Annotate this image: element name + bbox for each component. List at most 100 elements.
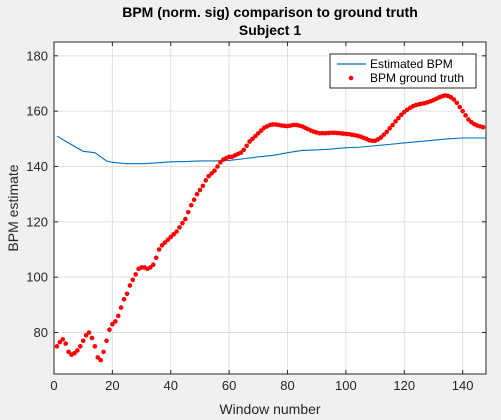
x-tick-label: 80 [280,378,294,393]
ground-truth-point [454,100,460,106]
ground-truth-point [101,349,106,355]
series-ground-truth-markers [54,93,486,363]
ground-truth-point [185,209,191,215]
ground-truth-point [162,240,168,245]
ground-truth-point [130,277,136,283]
ground-truth-point [156,247,162,252]
ground-truth-point [247,139,252,144]
legend-marker-swatch [348,75,354,81]
ground-truth-point [218,160,223,165]
y-tick-label: 160 [26,104,48,119]
ground-truth-point [250,136,255,142]
ground-truth-point [212,168,217,173]
ground-truth-point [197,187,203,193]
ground-truth-point [75,348,80,353]
ground-truth-point [191,197,197,202]
ground-truth-point [148,265,153,270]
ground-truth-point [203,178,209,183]
ground-truth-point [399,112,404,118]
ground-truth-point [89,335,95,341]
y-tick-label: 120 [26,214,48,229]
ground-truth-point [110,321,115,327]
ground-truth-point [168,234,174,240]
ground-truth-point [171,231,176,237]
y-tick-label: 140 [26,159,48,174]
x-axis-label: Window number [219,401,320,417]
ground-truth-point [80,338,86,344]
ground-truth-point [54,344,60,349]
ground-truth-point [241,147,247,153]
ground-truth-point [384,129,390,135]
ground-truth-point [57,339,63,345]
ground-truth-point [206,173,211,179]
ground-truth-point [215,164,220,169]
x-tick-label: 140 [452,378,474,393]
ground-truth-point [390,122,395,128]
legend-entry: BPM ground truth [370,71,464,85]
x-tick-label: 0 [50,378,57,393]
series-estimated-bpm-line [56,135,486,165]
ground-truth-point [165,237,171,243]
ground-truth-point [92,344,98,349]
ground-truth-point [153,255,159,261]
axis-ticks: 0 20 40 60 80 100 120 140 80 100 120 140 160 180 [26,42,486,393]
ground-truth-point [457,104,463,110]
ground-truth-point [60,337,66,342]
ground-truth-point [113,319,118,324]
ground-truth-point [378,135,384,140]
ground-truth-point [238,150,244,155]
y-tick-label: 80 [34,325,48,340]
legend-entry: Estimated BPM [370,57,453,71]
ground-truth-point [127,283,133,288]
legend-box [329,53,477,89]
ground-truth-point [177,225,182,230]
ground-truth-point [72,350,77,356]
ground-truth-point [66,349,71,355]
ground-truth-point [63,341,68,346]
ground-truth-point [393,119,398,124]
ground-truth-point [121,297,127,302]
ground-truth-point [77,344,83,349]
ground-truth-point [480,124,486,130]
ground-truth-point [159,243,165,248]
x-tick-label: 120 [393,378,415,393]
ground-truth-point [86,330,92,335]
chart-title: BPM (norm. sig) comparison to ground tru… [122,4,418,20]
plot-area [54,42,486,374]
ground-truth-point [387,126,392,131]
y-axis-label: BPM estimate [5,164,21,251]
y-tick-label: 100 [26,270,48,285]
ground-truth-point [381,132,387,137]
ground-truth-point [258,128,264,133]
x-tick-label: 60 [222,378,236,393]
ground-truth-point [244,143,249,149]
ground-truth-point [460,108,465,114]
ground-truth-point [98,357,103,363]
ground-truth-point [118,305,124,310]
x-tick-label: 100 [335,378,357,393]
ground-truth-point [124,291,130,297]
chart-subtitle: Subject 1 [239,22,301,38]
ground-truth-point [150,262,156,268]
ground-truth-point [451,97,457,102]
ground-truth-point [104,338,109,344]
plot-border [53,41,487,375]
ground-truth-point [194,191,200,197]
ground-truth-point [115,313,121,319]
ground-truth-point [188,202,194,208]
ground-truth-point [107,327,112,333]
x-tick-label: 20 [105,378,119,393]
ground-truth-point [209,171,214,176]
ground-truth-point [133,272,139,277]
ground-truth-point [174,229,179,234]
ground-truth-point [83,332,89,338]
ground-truth-point [396,115,401,121]
y-tick-label: 180 [26,48,48,63]
ground-truth-point [466,117,471,122]
ground-truth-point [200,183,206,189]
ground-truth-point [253,133,258,139]
ground-truth-point [183,216,188,222]
ground-truth-point [256,131,261,136]
ground-truth-point [180,220,185,226]
